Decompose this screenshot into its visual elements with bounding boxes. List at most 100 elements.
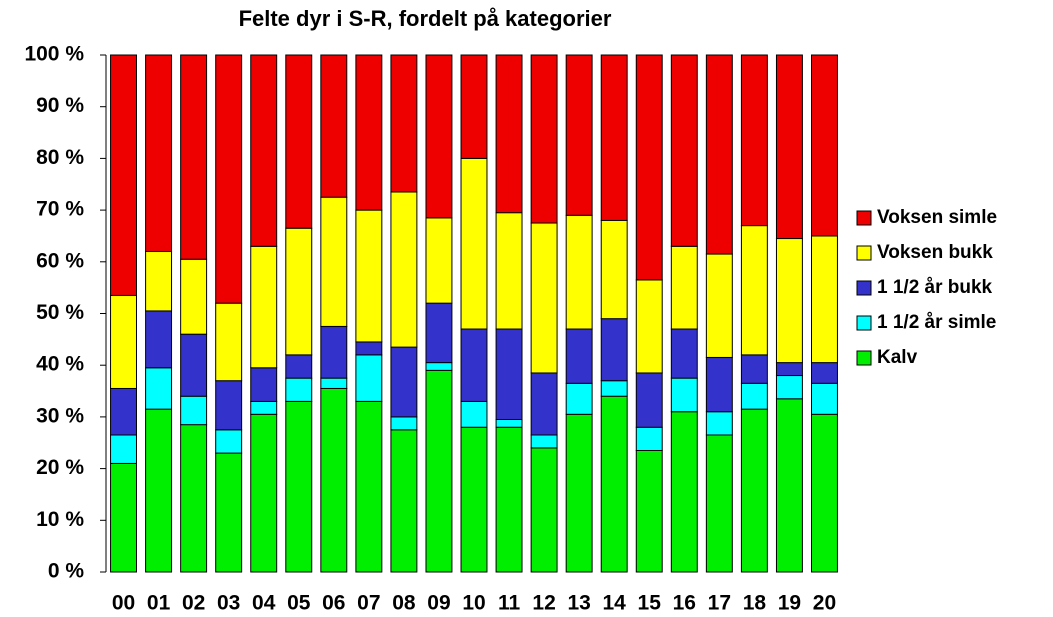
bar-segment: [285, 54, 313, 229]
bar-segment: [670, 54, 698, 247]
bar-segment: [250, 54, 278, 247]
bar-segment: [110, 54, 137, 296]
bar-segment: [565, 214, 593, 330]
x-tick-label: 01: [147, 592, 171, 615]
bar-segment: [811, 235, 838, 364]
bar-segment: [811, 382, 838, 415]
bar-segment: [180, 54, 208, 260]
y-tick-label: 70 %: [36, 198, 84, 221]
bar-segment: [355, 354, 383, 402]
bar-segment: [705, 356, 733, 413]
bar-segment: [460, 328, 488, 402]
bar-segment: [180, 424, 208, 573]
legend-label: Voksen bukk: [877, 242, 993, 263]
bar-segment: [215, 380, 243, 431]
bar-segment: [635, 450, 663, 573]
bar-segment: [460, 426, 488, 573]
bar-segment: [355, 209, 383, 343]
x-tick-label: 09: [427, 592, 450, 615]
bar-segment: [215, 54, 243, 304]
bar-segment: [530, 372, 558, 436]
bar-segment: [390, 54, 418, 193]
bar-segment: [600, 395, 628, 573]
bar-segment: [250, 413, 278, 573]
bar-segment: [320, 196, 348, 327]
bar-segment: [145, 408, 173, 573]
legend-swatch: [856, 280, 872, 296]
bar-segment: [460, 157, 488, 330]
x-tick-label: 15: [638, 592, 662, 615]
x-tick-label: 06: [322, 592, 345, 615]
bar-segment: [811, 54, 838, 237]
legend-swatch: [856, 350, 872, 366]
bar-segment: [320, 387, 348, 573]
bar-segment: [811, 362, 838, 384]
x-tick-label: 11: [498, 592, 521, 615]
bar-segment: [635, 426, 663, 452]
x-tick-label: 04: [252, 592, 276, 615]
bar-segment: [740, 382, 768, 410]
y-tick-label: 100 %: [24, 43, 84, 66]
bar-segment: [110, 462, 137, 573]
bar-segment: [740, 408, 768, 573]
bar-segment: [775, 362, 803, 377]
bar-segment: [320, 54, 348, 198]
bar-segment: [425, 54, 453, 219]
y-tick-label: 60 %: [36, 249, 84, 272]
bar-segment: [565, 382, 593, 415]
bar-segment: [565, 54, 593, 216]
bar-segment: [775, 54, 803, 240]
bar-segment: [390, 416, 418, 431]
bar-segment: [285, 227, 313, 356]
legend-label: 1 1/2 år bukk: [877, 277, 993, 298]
bar-segment: [250, 400, 278, 415]
bar-segment: [320, 377, 348, 389]
bar-segment: [285, 400, 313, 573]
bar-segment: [670, 377, 698, 413]
bar-segment: [530, 222, 558, 374]
bar-segment: [705, 253, 733, 358]
bar-segment: [250, 245, 278, 369]
bar-segment: [180, 333, 208, 397]
bar-segment: [565, 413, 593, 573]
bar-segment: [390, 429, 418, 573]
bar-segment: [530, 447, 558, 573]
bar-segment: [180, 258, 208, 335]
x-tick-label: 19: [778, 592, 801, 615]
bar-segment: [740, 225, 768, 356]
bar-segment: [425, 369, 453, 573]
bar-segment: [495, 328, 523, 420]
bar-segment: [811, 413, 838, 573]
bar-segment: [460, 54, 488, 159]
bar-segment: [355, 54, 383, 211]
x-tick-label: 05: [287, 592, 311, 615]
bar-segment: [215, 429, 243, 454]
bar-segment: [145, 250, 173, 312]
bar-segment: [775, 398, 803, 573]
bar-segment: [495, 212, 523, 330]
bar-segment: [285, 354, 313, 379]
bar-segment: [495, 54, 523, 214]
bar-segment: [600, 318, 628, 382]
bar-segment: [250, 367, 278, 402]
bar-segment: [600, 219, 628, 320]
bar-segment: [180, 395, 208, 426]
bar-segment: [110, 434, 137, 464]
bar-segment: [425, 362, 453, 371]
bar-segment: [740, 54, 768, 227]
bar-segment: [145, 310, 173, 369]
bar-segment: [425, 217, 453, 304]
bar-segment: [460, 400, 488, 428]
bar-segment: [320, 325, 348, 379]
chart-title: Felte dyr i S-R, fordelt på kategorier: [239, 6, 612, 31]
legend-swatch: [856, 245, 872, 261]
bar-segment: [215, 302, 243, 382]
bar-segment: [635, 54, 663, 281]
y-tick-label: 50 %: [36, 301, 84, 324]
bar-segment: [495, 418, 523, 428]
x-tick-label: 20: [813, 592, 836, 615]
bar-segment: [145, 54, 173, 252]
y-tick-label: 20 %: [36, 456, 84, 479]
bar-segment: [215, 452, 243, 573]
